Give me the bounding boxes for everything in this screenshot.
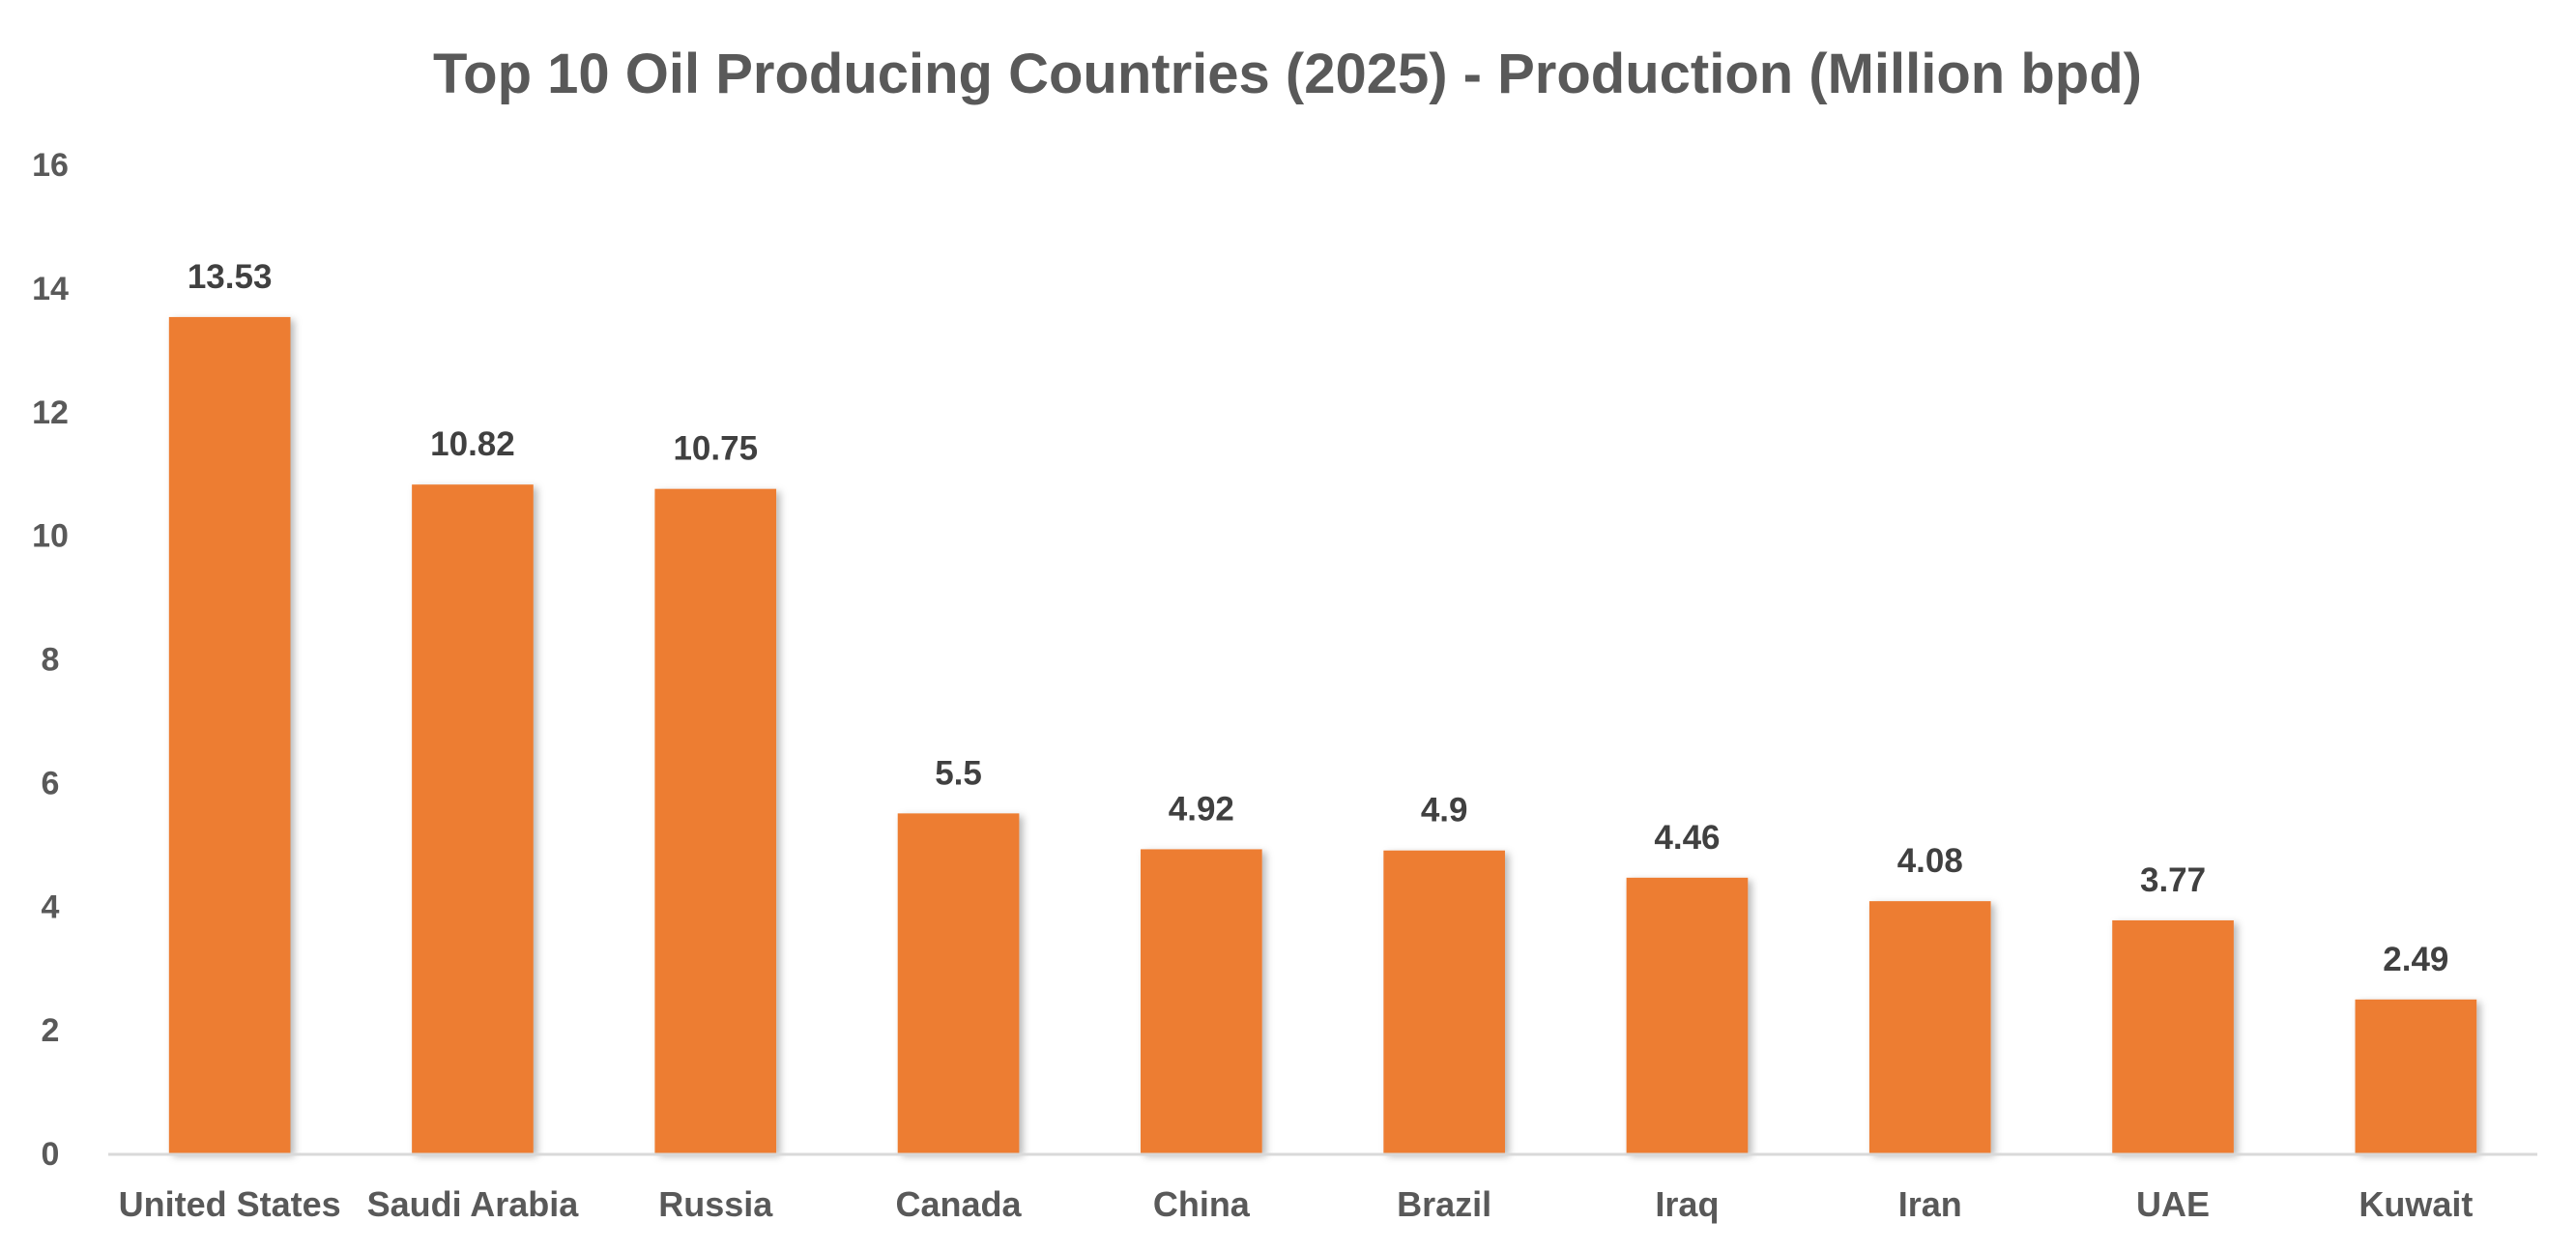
- bar: [2112, 919, 2234, 1153]
- x-tick-label: United States: [119, 1184, 341, 1224]
- x-tick-label: Saudi Arabia: [367, 1184, 580, 1224]
- chart-title: Top 10 Oil Producing Countries (2025) - …: [433, 43, 2142, 105]
- y-tick-label: 6: [42, 765, 60, 801]
- x-axis-ticks: United States Saudi Arabia Russia Canada Chi…: [119, 1184, 2474, 1224]
- x-tick-label: Kuwait: [2359, 1184, 2473, 1224]
- x-tick-label: UAE: [2136, 1184, 2210, 1224]
- x-tick-label: Brazil: [1397, 1184, 1491, 1224]
- bar: [168, 316, 291, 1153]
- data-label: 4.92: [1169, 790, 1234, 828]
- bars: [168, 316, 2477, 1153]
- data-label: 13.53: [188, 258, 273, 296]
- y-tick-label: 2: [42, 1012, 60, 1049]
- bar: [1868, 901, 1991, 1153]
- y-tick-label: 4: [42, 888, 60, 925]
- bar: [1383, 850, 1505, 1153]
- bar: [1626, 877, 1749, 1153]
- y-tick-label: 8: [42, 642, 60, 679]
- data-labels: 13.53 10.82 10.75 5.5 4.92 4.9 4.46 4.08 3.77 2.4…: [188, 258, 2449, 978]
- data-label: 5.5: [935, 754, 982, 792]
- data-label: 4.46: [1654, 819, 1720, 857]
- data-label: 3.77: [2140, 861, 2206, 899]
- bar: [412, 484, 534, 1153]
- y-tick-label: 10: [32, 518, 69, 555]
- data-label: 2.49: [2383, 941, 2448, 978]
- y-tick-label: 12: [32, 394, 69, 431]
- y-tick-label: 16: [32, 147, 69, 184]
- y-axis-ticks: 0 2 4 6 8 10 12 14 16: [32, 147, 69, 1173]
- x-tick-label: China: [1153, 1184, 1251, 1224]
- y-tick-label: 0: [42, 1136, 60, 1173]
- bar: [1141, 849, 1262, 1153]
- x-tick-label: Russia: [658, 1184, 773, 1224]
- x-tick-label: Iran: [1898, 1184, 1962, 1224]
- data-label: 4.9: [1421, 792, 1468, 830]
- x-tick-label: Iraq: [1655, 1184, 1719, 1224]
- data-label: 10.82: [430, 425, 515, 463]
- x-tick-label: Canada: [896, 1184, 1023, 1224]
- bar: [654, 488, 777, 1153]
- data-label: 4.08: [1897, 842, 1963, 880]
- bar: [2355, 999, 2477, 1153]
- bar: [897, 813, 1020, 1153]
- data-label: 10.75: [673, 430, 758, 468]
- y-tick-label: 14: [32, 271, 69, 307]
